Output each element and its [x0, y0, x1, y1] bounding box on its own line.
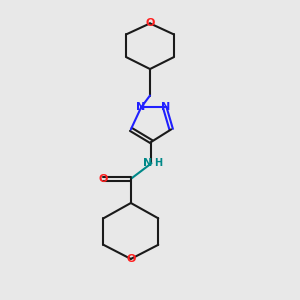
- Text: H: H: [154, 158, 162, 168]
- Text: O: O: [99, 174, 108, 184]
- Text: N: N: [136, 102, 145, 112]
- Text: O: O: [126, 254, 136, 264]
- Text: N: N: [161, 102, 170, 112]
- Text: N: N: [143, 158, 153, 168]
- Text: O: O: [145, 18, 155, 28]
